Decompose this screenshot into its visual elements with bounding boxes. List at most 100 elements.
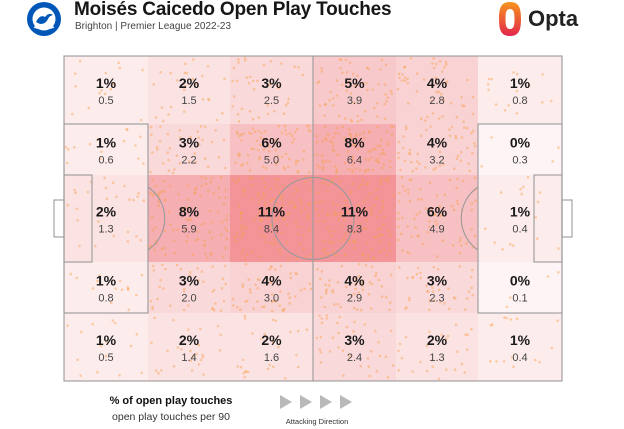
touch-point <box>263 186 267 189</box>
zone-per90-label: 2.9 <box>347 293 362 305</box>
touch-point <box>451 125 454 129</box>
touch-point <box>462 104 466 108</box>
touch-point <box>163 198 167 202</box>
zone-labels: 1% 0.5 2% 1.5 3% 2.5 5% 3.9 4% 2.8 1% 0.8 1% 0.6 3% 2.2… <box>96 75 531 364</box>
touch-point <box>374 329 377 333</box>
touch-point <box>160 106 164 109</box>
touch-point <box>246 299 249 303</box>
touch-point <box>242 225 246 229</box>
touch-point <box>163 229 167 233</box>
touch-point <box>509 243 512 246</box>
touch-point <box>225 214 229 218</box>
touch-point <box>306 217 310 221</box>
touch-point <box>515 112 519 115</box>
touch-point <box>471 152 474 155</box>
touch-point <box>473 234 477 237</box>
touch-point <box>333 211 336 214</box>
touch-point <box>432 66 436 70</box>
touch-point <box>281 204 285 207</box>
touch-point <box>86 190 90 194</box>
touch-point <box>263 194 266 197</box>
touch-point <box>269 265 273 268</box>
touch-point <box>263 332 267 336</box>
touch-point <box>410 235 413 238</box>
touch-point <box>448 178 452 182</box>
touch-point <box>183 62 187 66</box>
touch-point <box>257 278 261 282</box>
touch-point <box>336 203 340 207</box>
touch-point <box>362 179 365 183</box>
touch-point <box>349 190 353 194</box>
right-goal <box>561 199 573 238</box>
touch-point <box>69 272 73 276</box>
touch-point <box>250 183 254 187</box>
touch-point <box>402 135 405 138</box>
touch-point <box>350 190 353 194</box>
touch-point <box>337 114 341 118</box>
touch-point <box>399 168 402 172</box>
touch-point <box>470 275 473 279</box>
touch-point <box>361 252 365 255</box>
touch-point <box>241 163 244 166</box>
touch-point <box>541 101 544 104</box>
touch-point <box>438 60 442 63</box>
touch-point <box>282 165 286 169</box>
touch-point <box>196 267 199 270</box>
touch-point <box>211 265 214 268</box>
touch-point <box>449 102 453 105</box>
touch-point <box>270 309 274 313</box>
touch-point <box>503 316 506 319</box>
touch-point <box>272 197 276 201</box>
touch-point <box>427 290 430 293</box>
touch-point <box>408 148 412 152</box>
touch-point <box>279 264 283 268</box>
touch-point <box>282 307 286 311</box>
heat-zone <box>313 56 396 124</box>
touch-point <box>234 161 237 165</box>
touch-point <box>94 244 97 248</box>
zone-per90-label: 1.4 <box>181 352 196 364</box>
touch-point <box>325 288 329 292</box>
touch-point <box>370 213 373 217</box>
touch-point <box>91 322 95 326</box>
touch-point <box>244 370 247 374</box>
touch-point <box>285 240 289 244</box>
touch-point <box>201 74 204 78</box>
touch-point <box>296 189 299 192</box>
touch-point <box>219 175 223 179</box>
touch-point <box>224 188 227 192</box>
touch-point <box>162 119 165 123</box>
touch-point <box>281 308 285 311</box>
touch-point <box>404 125 408 128</box>
touch-point <box>260 337 263 341</box>
attacking-direction-arrows-icon <box>280 395 352 409</box>
touch-point <box>166 132 170 136</box>
touch-point <box>454 296 457 300</box>
touch-point <box>367 67 370 71</box>
touch-point <box>104 71 108 75</box>
touch-point <box>317 80 321 83</box>
touch-point <box>283 124 287 128</box>
touch-point <box>370 210 374 213</box>
touch-point <box>142 199 146 202</box>
touch-point <box>377 160 380 164</box>
touch-point <box>238 134 241 138</box>
touch-point <box>248 75 252 79</box>
touch-point <box>239 308 242 311</box>
touch-point <box>316 220 320 223</box>
zone-percent-label: 1% <box>96 273 117 289</box>
touch-point <box>486 83 490 86</box>
touch-point <box>126 128 129 132</box>
touch-point <box>277 345 280 349</box>
touch-point <box>76 358 79 362</box>
touch-point <box>96 279 99 283</box>
touch-point <box>323 305 327 309</box>
touch-point <box>380 295 384 298</box>
touch-point <box>320 321 324 325</box>
touch-point <box>356 147 360 151</box>
touch-point <box>335 126 339 130</box>
touch-point <box>402 146 405 150</box>
touch-point <box>396 87 400 91</box>
touch-point <box>435 62 438 66</box>
touch-point <box>379 233 382 237</box>
